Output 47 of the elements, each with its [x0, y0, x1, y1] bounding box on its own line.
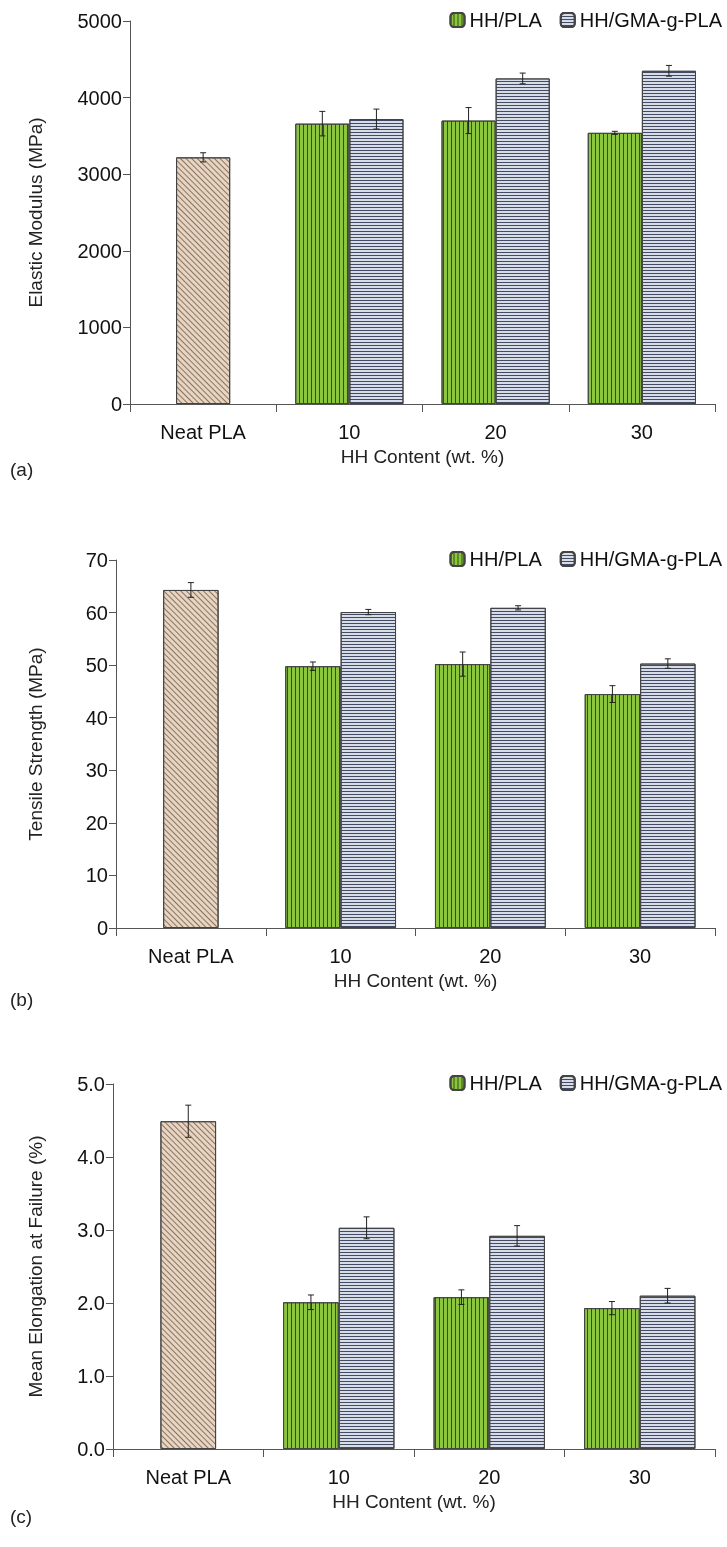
y-tick-label: 5.0 [77, 1073, 105, 1095]
legend-label: HH/PLA [469, 1072, 543, 1094]
y-tick-label: 10 [85, 864, 108, 887]
y-tick-label: 2.0 [77, 1292, 105, 1314]
y-tick-label: 0 [110, 393, 122, 415]
legend-label: HH/PLA [469, 548, 543, 570]
legend-label: HH/GMA-g-PLA [579, 548, 723, 570]
x-tick-label: 10 [338, 421, 361, 443]
y-tick-label: 1.0 [77, 1365, 105, 1387]
y-tick-label: 3000 [77, 163, 122, 186]
x-axis-title: HH Content (wt. %) [333, 969, 498, 991]
y-tick-label: 20 [85, 811, 108, 834]
y-tick-label: 0.0 [77, 1438, 105, 1460]
text: (a) [10, 459, 34, 480]
text: (c) [10, 1506, 33, 1527]
x-tick-label: 30 [628, 1466, 651, 1488]
x-tick-label: 20 [479, 945, 502, 967]
x-tick-label: Neat PLA [145, 1466, 232, 1488]
y-tick-label: 4.0 [77, 1146, 105, 1168]
x-tick-label: Neat PLA [160, 421, 247, 443]
y-tick-label: 3.0 [77, 1219, 105, 1241]
y-tick-label: 30 [85, 759, 108, 782]
y-tick-label: 40 [85, 706, 108, 729]
x-tick-label: 10 [329, 945, 352, 967]
x-tick-label: 20 [484, 421, 507, 443]
y-tick-label: 2000 [77, 239, 122, 262]
y-tick-label: 50 [85, 654, 108, 677]
y-tick-label: 60 [85, 601, 108, 624]
y-axis-title: Elastic Modulus (MPa) [25, 117, 46, 308]
legend-label: HH/GMA-g-PLA [579, 1072, 723, 1094]
legend-label: HH/GMA-g-PLA [579, 9, 723, 31]
y-tick-label: 1000 [77, 316, 122, 339]
x-axis-title: HH Content (wt. %) [332, 1490, 496, 1512]
x-tick-label: 10 [327, 1466, 350, 1488]
y-axis-title: Mean Elongation at Failure (%) [25, 1135, 46, 1398]
text: (b) [10, 989, 34, 1010]
x-tick-label: Neat PLA [148, 945, 235, 967]
x-tick-label: 30 [629, 945, 652, 967]
x-tick-label: 20 [478, 1466, 501, 1488]
y-tick-label: 5000 [77, 10, 122, 32]
x-tick-label: 30 [630, 421, 653, 443]
legend-label: HH/PLA [469, 9, 543, 31]
y-tick-label: 0 [96, 917, 108, 939]
y-axis-title: Tensile Strength (MPa) [25, 647, 46, 841]
x-axis-title: HH Content (wt. %) [340, 445, 505, 467]
y-tick-label: 4000 [77, 86, 122, 109]
y-tick-label: 70 [85, 549, 108, 571]
